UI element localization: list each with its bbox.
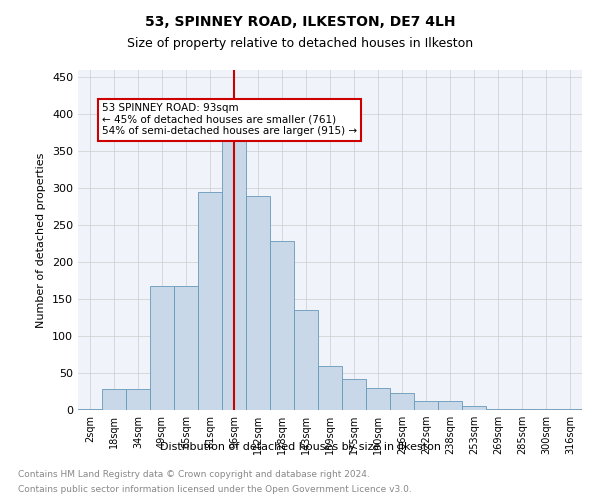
Bar: [102, 390, 126, 410]
Bar: [438, 401, 462, 410]
Bar: [294, 310, 318, 410]
Bar: [510, 408, 534, 410]
Text: Size of property relative to detached houses in Ilkeston: Size of property relative to detached ho…: [127, 38, 473, 51]
Bar: [318, 366, 342, 410]
Bar: [414, 401, 438, 410]
Text: Contains public sector information licensed under the Open Government Licence v3: Contains public sector information licen…: [18, 485, 412, 494]
Bar: [270, 242, 294, 410]
Bar: [174, 286, 198, 410]
Text: 53 SPINNEY ROAD: 93sqm
← 45% of detached houses are smaller (761)
54% of semi-de: 53 SPINNEY ROAD: 93sqm ← 45% of detached…: [102, 104, 357, 136]
Bar: [78, 408, 102, 410]
Bar: [126, 390, 150, 410]
Y-axis label: Number of detached properties: Number of detached properties: [37, 152, 46, 328]
Bar: [390, 393, 414, 410]
Text: 53, SPINNEY ROAD, ILKESTON, DE7 4LH: 53, SPINNEY ROAD, ILKESTON, DE7 4LH: [145, 15, 455, 29]
Bar: [222, 136, 246, 410]
Bar: [246, 196, 270, 410]
Text: Contains HM Land Registry data © Crown copyright and database right 2024.: Contains HM Land Registry data © Crown c…: [18, 470, 370, 479]
Bar: [366, 388, 390, 410]
Bar: [342, 379, 366, 410]
Bar: [150, 286, 174, 410]
Bar: [486, 408, 510, 410]
Text: Distribution of detached houses by size in Ilkeston: Distribution of detached houses by size …: [160, 442, 440, 452]
Bar: [198, 192, 222, 410]
Bar: [462, 406, 486, 410]
